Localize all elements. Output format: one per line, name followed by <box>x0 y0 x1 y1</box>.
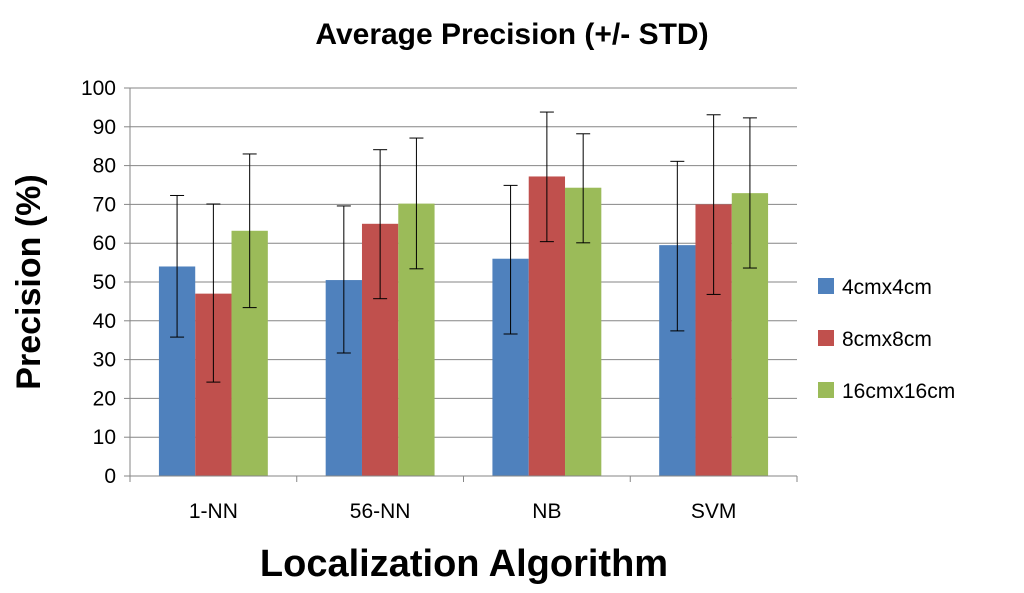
axes: 0 10 20 30 40 50 60 70 80 90 100 1-NN 56-NN NB SVM <box>81 77 798 523</box>
y-tick-label: 80 <box>93 155 116 178</box>
legend-label: 16cmx16cm <box>842 380 955 403</box>
bars <box>158 176 769 477</box>
x-tick-label: SVM <box>691 500 737 523</box>
y-tick-label: 30 <box>93 349 116 372</box>
legend: 4cmx4cm 8cmx8cm 16cmx16cm <box>818 276 955 403</box>
x-axis-title: Localization Algorithm <box>260 543 668 585</box>
y-tick-label: 0 <box>104 465 116 488</box>
y-axis-title: Precision (%) <box>10 174 48 389</box>
y-tick-label: 20 <box>93 387 116 410</box>
y-tick-label: 60 <box>93 232 116 255</box>
y-tick-label: 70 <box>93 193 116 216</box>
legend-swatch <box>818 382 834 398</box>
x-tick-label: NB <box>532 500 561 523</box>
y-tick-label: 100 <box>81 77 116 100</box>
legend-swatch <box>818 278 834 294</box>
x-tick-label: 1-NN <box>189 500 238 523</box>
y-tick-label: 50 <box>93 271 116 294</box>
legend-label: 8cmx8cm <box>842 328 932 351</box>
error-bars <box>170 111 757 383</box>
chart-title: Average Precision (+/- STD) <box>315 18 708 51</box>
legend-swatch <box>818 330 834 346</box>
y-tick-label: 90 <box>93 116 116 139</box>
x-tick-label: 56-NN <box>350 500 411 523</box>
y-tick-label: 40 <box>93 310 116 333</box>
legend-label: 4cmx4cm <box>842 276 932 299</box>
y-tick-label: 10 <box>93 426 116 449</box>
